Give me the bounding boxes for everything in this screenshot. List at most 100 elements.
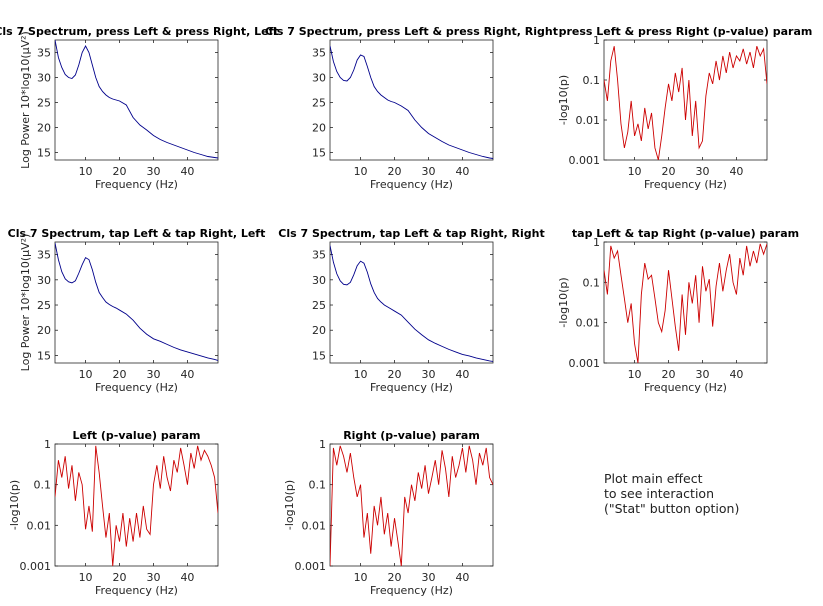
y-tick-label: 30 [37,274,51,287]
panel-7: 10 20 30 40 0.001 0.01 0.1 1 Left (p-value) para… [8,429,219,597]
x-axis-label: Frequency (Hz) [95,381,178,394]
x-tick-label: 10 [628,368,642,381]
x-tick-label: 30 [146,165,160,178]
y-tick-label: 15 [37,349,51,362]
figure-note-line-1: Plot main effect [604,471,703,486]
y-tick-label: 1 [593,236,600,249]
y-tick-label: 15 [312,349,326,362]
x-tick-label: 10 [79,571,93,584]
x-tick-label: 20 [388,571,402,584]
x-axis-label: Frequency (Hz) [95,178,178,191]
x-tick-label: 10 [354,368,368,381]
y-tick-label: 0.01 [27,519,52,532]
y-tick-label: 0.1 [309,479,327,492]
panel-5: 10 20 30 40 15 20 25 30 35 Cls 7 Spectrum, tap Le… [278,227,544,394]
x-tick-label: 40 [180,368,194,381]
panel-title: press Left & press Right (p-value) param [559,25,813,38]
x-tick-label: 40 [180,165,194,178]
x-tick-label: 20 [113,165,127,178]
axes-frame [329,241,494,364]
x-tick-label: 40 [729,368,743,381]
y-axis-label: -log10(p) [8,480,21,530]
y-tick-label: 0.01 [576,317,601,330]
axes-frame [54,443,219,567]
panel-title: Right (p-value) param [343,429,480,442]
axes-frame [603,39,768,161]
panel-8: 10 20 30 40 0.001 0.01 0.1 1 Right (p-value) par… [283,429,494,597]
y-tick-label: 0.1 [34,479,52,492]
x-tick-label: 20 [113,571,127,584]
y-tick-label: 30 [37,72,51,85]
figure-note-line-3: ("Stat" button option) [604,501,739,516]
panel-1: 10 20 30 40 15 20 25 30 35 Cls 7 Spectrum, press … [0,25,279,191]
axes-frame [329,443,494,567]
y-axis-label: -log10(p) [557,75,570,125]
x-tick-label: 10 [354,571,368,584]
y-tick-label: 35 [312,249,326,262]
x-tick-label: 30 [146,368,160,381]
panel-title: Cls 7 Spectrum, press Left & press Right… [265,25,558,38]
panel-title: Left (p-value) param [73,429,201,442]
y-axis-label: -log10(p) [557,277,570,327]
y-axis-label: -log10(p) [283,480,296,530]
x-tick-label: 30 [421,571,435,584]
x-tick-label: 30 [146,571,160,584]
figure-note-line-2: to see interaction [604,486,714,501]
axes-frame [329,39,494,161]
series-line [330,245,493,362]
series-line [604,243,767,363]
x-tick-label: 20 [388,368,402,381]
y-tick-label: 0.1 [583,276,601,289]
panel-4: 10 20 30 40 15 20 25 30 35 Cls 7 Spectrum, tap Le… [8,227,266,394]
panel-title: Cls 7 Spectrum, tap Left & tap Right, Le… [8,227,266,240]
series-line [55,242,218,361]
y-tick-label: 1 [319,438,326,451]
panel-2: 10 20 30 40 15 20 25 30 35 Cls 7 Spectrum, press … [265,25,558,191]
panel-title: tap Left & tap Right (p-value) param [572,227,799,240]
x-tick-label: 40 [455,368,469,381]
x-tick-label: 40 [455,165,469,178]
x-axis-label: Frequency (Hz) [370,584,453,597]
x-axis-label: Frequency (Hz) [644,178,727,191]
y-tick-label: 25 [312,97,326,110]
y-tick-label: 35 [37,249,51,262]
y-tick-label: 20 [37,122,51,135]
x-tick-label: 10 [628,165,642,178]
series-line [330,445,493,566]
x-tick-label: 10 [79,165,93,178]
y-axis-label: Log Power 10*log10(µV²) [19,31,32,169]
y-tick-label: 20 [312,122,326,135]
series-line [55,40,218,159]
y-tick-label: 20 [37,324,51,337]
y-tick-label: 0.001 [569,357,601,370]
y-axis-label: Log Power 10*log10(µV²) [19,234,32,372]
y-tick-label: 0.001 [20,560,52,573]
y-tick-label: 0.001 [569,154,601,167]
y-tick-label: 25 [37,299,51,312]
panel-title: Cls 7 Spectrum, press Left & press Right… [0,25,279,38]
y-tick-label: 25 [37,97,51,110]
y-tick-label: 30 [312,72,326,85]
axes-frame [54,241,219,364]
x-axis-label: Frequency (Hz) [370,381,453,394]
x-tick-label: 30 [695,165,709,178]
x-tick-label: 20 [113,368,127,381]
x-tick-label: 30 [695,368,709,381]
x-tick-label: 10 [354,165,368,178]
y-tick-label: 15 [312,147,326,160]
y-tick-label: 35 [312,47,326,60]
y-tick-label: 0.01 [302,519,327,532]
x-axis-label: Frequency (Hz) [95,584,178,597]
y-tick-label: 1 [44,438,51,451]
x-axis-label: Frequency (Hz) [370,178,453,191]
panel-title: Cls 7 Spectrum, tap Left & tap Right, Ri… [278,227,544,240]
y-tick-label: 0.1 [583,74,601,87]
y-tick-label: 25 [312,299,326,312]
x-tick-label: 20 [662,165,676,178]
y-tick-label: 0.001 [295,560,327,573]
axes-frame [54,39,219,161]
series-line [330,45,493,159]
axes-frame [603,241,768,364]
